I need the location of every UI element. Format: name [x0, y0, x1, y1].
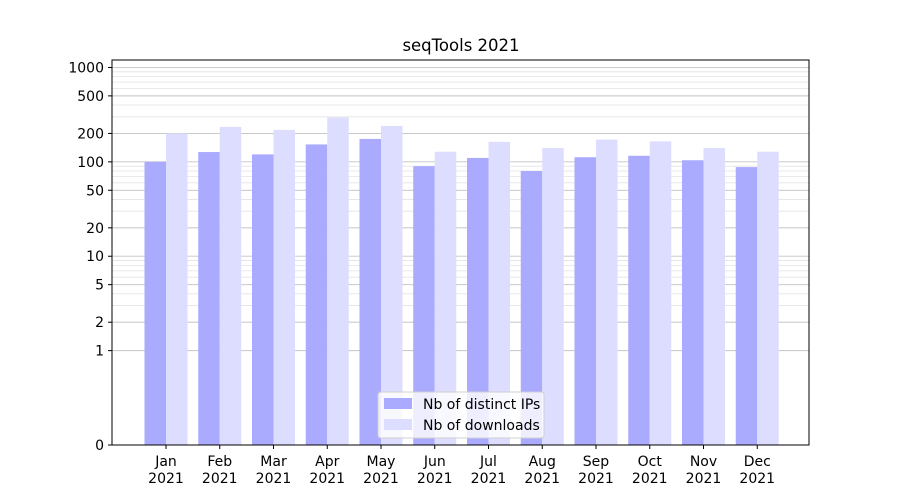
bar-distinct-ips [413, 166, 435, 445]
x-tick-label: Sep 2021 [578, 454, 614, 487]
y-tick-label: 500 [77, 89, 104, 105]
bar-distinct-ips [735, 167, 758, 445]
bar-downloads [219, 126, 242, 445]
y-tick-label: 20 [86, 221, 104, 237]
y-tick-label: 200 [77, 126, 104, 142]
bar-distinct-ips [520, 171, 543, 446]
legend-swatch [384, 419, 412, 430]
bar-distinct-ips [682, 160, 704, 445]
x-tick-label: Jul 2021 [471, 454, 507, 487]
y-tick-label: 1000 [68, 60, 104, 76]
bar-distinct-ips [144, 161, 166, 445]
bar-distinct-ips [467, 157, 489, 445]
x-tick-label: Feb 2021 [202, 454, 238, 487]
bar-downloads [327, 117, 349, 445]
x-axis: Jan 2021 Feb 2021 Mar 2021 Apr 2021 May 2021 Jun 20… [148, 445, 775, 487]
bar-distinct-ips [252, 154, 274, 445]
x-tick-label: May 2021 [363, 454, 399, 487]
bars [144, 117, 779, 446]
y-axis: 0 1 2 5 10 20 50 100 200 500 1000 [68, 60, 112, 454]
legend: Nb of distinct IPs Nb of downloads [377, 391, 545, 439]
x-tick-label: Jan 2021 [148, 454, 184, 487]
y-tick-label: 5 [95, 278, 104, 294]
legend-label: Nb of distinct IPs [423, 397, 540, 413]
bar-downloads [757, 151, 779, 446]
x-tick-label: Apr 2021 [309, 454, 345, 487]
x-tick-label: Nov 2021 [686, 454, 722, 487]
bar-distinct-ips [305, 144, 328, 445]
x-tick-label: Jun 2021 [417, 454, 453, 487]
chart-title: seqTools 2021 [402, 36, 519, 55]
bar-downloads [649, 141, 672, 446]
y-tick-label: 10 [86, 249, 104, 265]
bar-downloads [381, 125, 403, 445]
y-tick-label: 2 [95, 315, 104, 331]
bar-distinct-ips [574, 157, 596, 446]
bar-distinct-ips [198, 152, 220, 445]
y-tick-label: 0 [95, 438, 104, 454]
x-tick-label: Mar 2021 [256, 454, 292, 487]
bar-downloads [596, 139, 618, 445]
y-tick-label: 1 [95, 344, 104, 360]
plot-frame [111, 59, 810, 446]
x-tick-label: Dec 2021 [739, 454, 775, 487]
legend-label: Nb of downloads [423, 418, 540, 434]
bar-distinct-ips [628, 155, 650, 445]
bar-downloads [488, 141, 510, 446]
y-tick-label: 100 [77, 155, 104, 171]
x-tick-label: Oct 2021 [632, 454, 668, 487]
x-tick-label: Aug 2021 [524, 454, 560, 487]
legend-swatch [384, 398, 412, 409]
bar-downloads [703, 148, 725, 445]
bar-distinct-ips [359, 138, 381, 445]
bar-downloads [542, 148, 564, 445]
bar-downloads [434, 151, 457, 446]
legend-box [377, 391, 545, 439]
bar-downloads [166, 133, 188, 445]
bar-downloads [273, 129, 295, 446]
y-tick-label: 50 [86, 183, 104, 199]
